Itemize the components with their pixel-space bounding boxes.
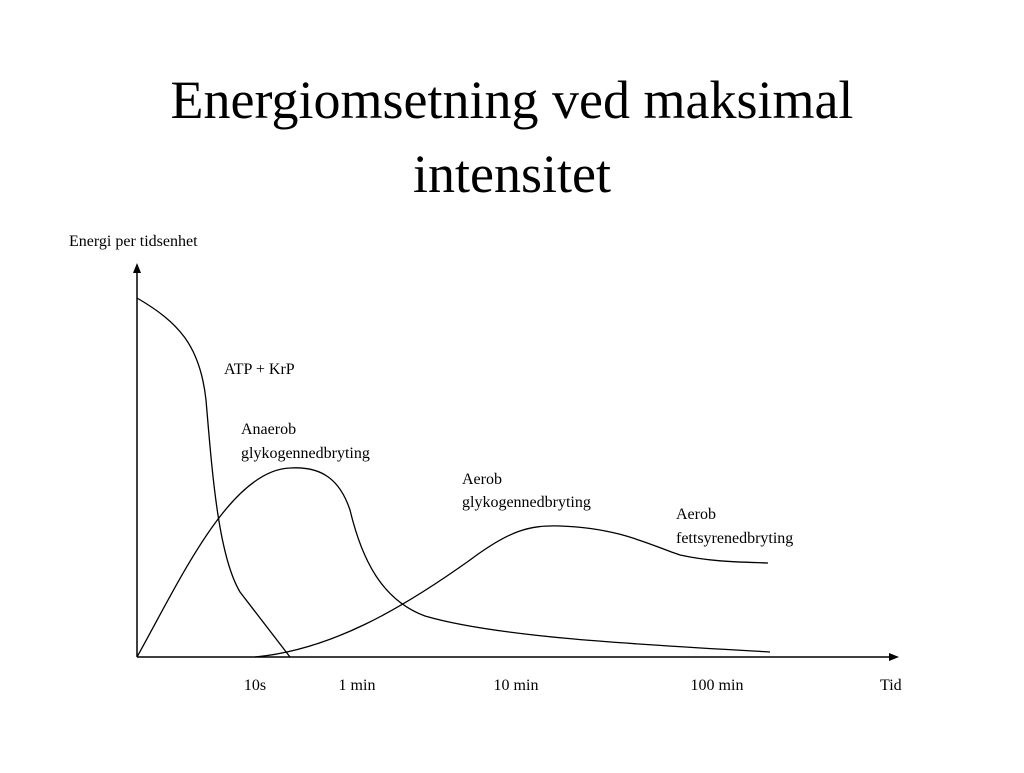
atp-curve bbox=[136, 297, 291, 658]
curve-label: fettsyrenedbryting bbox=[676, 530, 793, 547]
curve-label: Aerob bbox=[676, 506, 716, 523]
title-line: Energiomsetning ved maksimal bbox=[171, 70, 854, 130]
x-tick-label: 1 min bbox=[339, 677, 376, 694]
curve-label: Aerob bbox=[462, 471, 502, 488]
curve-label: Anaerob bbox=[241, 421, 296, 438]
x-tick-label: 10 min bbox=[494, 677, 539, 694]
y-arrow bbox=[133, 263, 141, 273]
anaerob-curve bbox=[136, 467, 771, 658]
curve-label: ATP + KrP bbox=[224, 361, 295, 378]
curve-label: glykogennedbryting bbox=[462, 494, 591, 511]
title-line: intensitet bbox=[413, 144, 611, 204]
y-axis-label: Energi per tidsenhet bbox=[69, 233, 198, 250]
x-arrow bbox=[889, 653, 899, 661]
curve-label: glykogennedbryting bbox=[241, 445, 370, 462]
x-axis-label: Tid bbox=[880, 677, 902, 694]
x-tick-label: 10s bbox=[244, 677, 266, 694]
x-tick-label: 100 min bbox=[691, 677, 744, 694]
aerob-curve bbox=[254, 525, 769, 658]
